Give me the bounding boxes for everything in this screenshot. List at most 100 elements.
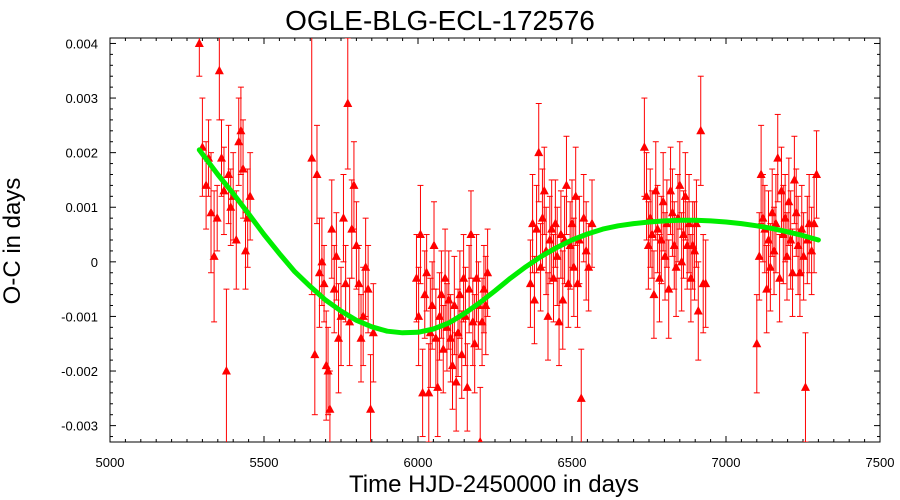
data-point [549, 273, 559, 282]
data-point [321, 360, 331, 370]
data-point [368, 327, 378, 337]
data-point [639, 142, 649, 151]
data-point [459, 273, 469, 282]
data-point [569, 262, 579, 271]
data-point [420, 289, 430, 299]
data-point [581, 245, 591, 255]
x-tick-label: 6000 [404, 455, 433, 470]
data-point [351, 240, 361, 249]
data-point [584, 262, 594, 271]
data-point [238, 164, 248, 173]
data-point [214, 65, 224, 75]
data-point [680, 191, 690, 200]
data-point [327, 224, 337, 233]
data-point [312, 169, 322, 178]
data-point [455, 289, 465, 299]
data-point [788, 267, 798, 277]
data-point [675, 180, 685, 189]
data-point [579, 213, 589, 222]
data-point [754, 251, 764, 260]
y-axis-label: O-C in days [0, 178, 26, 305]
data-point [336, 311, 346, 320]
data-layer [194, 38, 822, 442]
data-point [667, 207, 677, 217]
data-point [678, 229, 688, 239]
data-point [470, 338, 480, 348]
data-point [534, 147, 544, 157]
data-point [767, 207, 777, 217]
data-point [649, 289, 659, 299]
data-point [415, 229, 425, 239]
data-point [567, 218, 577, 228]
data-point [354, 278, 364, 288]
data-point [756, 169, 766, 178]
data-point [807, 245, 817, 255]
data-point [325, 404, 335, 413]
data-point [669, 240, 679, 249]
y-tick-label: 0.003 [65, 91, 98, 106]
data-point [307, 153, 317, 162]
data-point [453, 327, 463, 337]
data-point [411, 273, 421, 282]
data-point [654, 273, 664, 282]
data-point [472, 273, 482, 282]
data-point [539, 185, 549, 195]
data-point [812, 169, 822, 178]
data-point [435, 311, 445, 320]
data-point [319, 278, 329, 288]
data-point [241, 245, 251, 255]
data-point [366, 404, 376, 413]
data-point [444, 295, 454, 304]
data-point [221, 366, 231, 375]
data-point [422, 267, 432, 277]
data-point [797, 224, 807, 233]
data-point [341, 278, 351, 288]
data-point [793, 240, 803, 249]
data-point [347, 224, 357, 233]
data-point [436, 289, 446, 299]
x-tick-label: 5000 [96, 455, 125, 470]
data-point [543, 311, 553, 320]
data-point [550, 218, 560, 228]
data-point [791, 207, 801, 217]
data-point [234, 136, 244, 146]
y-tick-label: 0.002 [65, 146, 98, 161]
data-point [773, 153, 783, 162]
data-point [752, 338, 762, 348]
data-point [784, 196, 794, 206]
data-point [642, 191, 652, 200]
data-point [769, 245, 779, 255]
data-point [587, 218, 597, 228]
data-point [212, 213, 222, 222]
data-point [536, 262, 546, 271]
data-point [525, 278, 535, 288]
data-point [809, 218, 819, 228]
data-point [433, 382, 443, 391]
data-point [479, 284, 489, 293]
y-tick-label: 0.001 [65, 200, 98, 215]
data-point [216, 153, 226, 162]
data-point [194, 38, 204, 47]
data-point [537, 213, 547, 222]
data-point [666, 185, 676, 195]
data-point [528, 218, 538, 228]
y-tick-label: 0.004 [65, 36, 98, 51]
data-point [451, 376, 461, 386]
data-point [440, 273, 450, 282]
data-point [334, 333, 344, 342]
data-point [691, 218, 701, 228]
data-point [799, 251, 809, 260]
data-point [329, 284, 339, 293]
data-point [338, 213, 348, 222]
data-point [438, 344, 448, 353]
data-point [780, 213, 790, 222]
data-point [343, 98, 353, 108]
data-point [696, 125, 706, 135]
data-point [795, 267, 805, 277]
y-tick-label: -0.003 [61, 419, 98, 434]
data-point [345, 316, 355, 326]
x-tick-label: 7500 [866, 455, 895, 470]
data-point [418, 387, 428, 397]
data-point [427, 300, 437, 310]
fit-curve [196, 147, 821, 336]
